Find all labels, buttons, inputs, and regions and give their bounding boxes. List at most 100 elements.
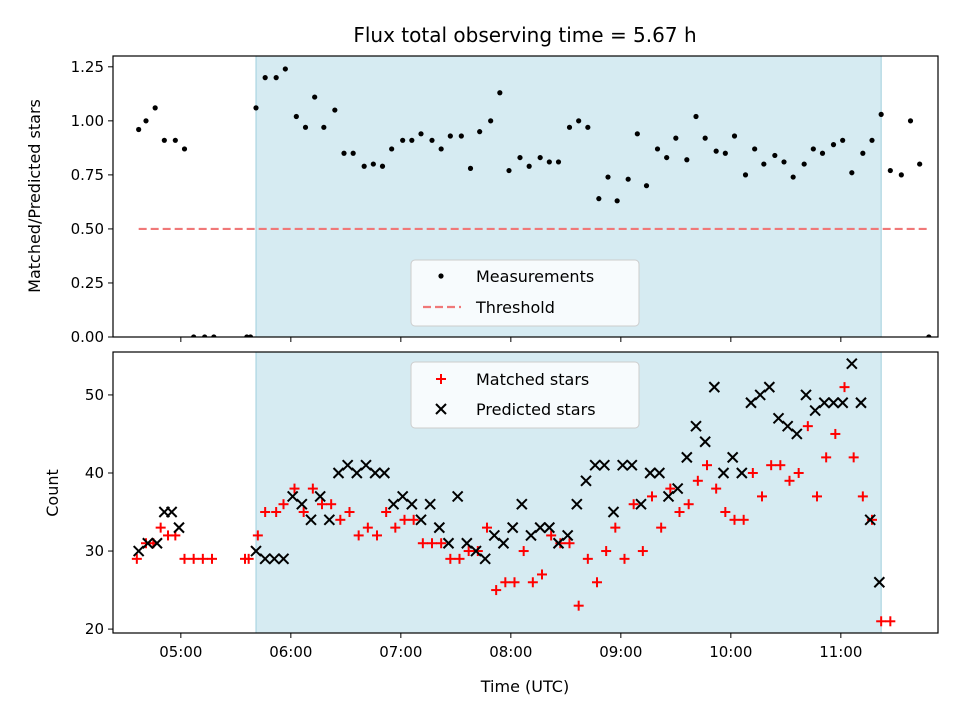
measurement-point bbox=[161, 137, 167, 143]
predicted-star-point bbox=[745, 397, 757, 409]
chart-title: Flux total observing time = 5.67 h bbox=[353, 23, 696, 47]
measurement-point bbox=[849, 170, 855, 176]
count-panel-frame bbox=[112, 351, 939, 634]
measurement-point bbox=[673, 135, 679, 141]
matched-star-point bbox=[839, 382, 850, 393]
matched-star-point bbox=[592, 577, 602, 588]
matched-star-point bbox=[610, 522, 621, 533]
matched-star-point bbox=[573, 600, 584, 611]
matched-star-point bbox=[436, 538, 447, 549]
measurement-point bbox=[840, 137, 846, 143]
measurement-point bbox=[643, 183, 650, 189]
measurement-point bbox=[389, 146, 395, 152]
predicted-star-point bbox=[497, 537, 510, 549]
predicted-star-point bbox=[250, 545, 262, 557]
predicted-star-point bbox=[607, 506, 620, 518]
measurement-point bbox=[546, 159, 552, 165]
measurement-point bbox=[537, 154, 543, 161]
measurement-point bbox=[761, 161, 767, 167]
matched-star-point bbox=[518, 546, 529, 557]
x-axis-label: Time (UTC) bbox=[480, 677, 569, 696]
predicted-star-point bbox=[396, 490, 409, 503]
measurement-point bbox=[400, 137, 406, 143]
measurement-point bbox=[293, 113, 299, 120]
measurement-point bbox=[917, 161, 923, 167]
measurement-point bbox=[654, 146, 661, 152]
predicted-star-point bbox=[671, 482, 684, 495]
matched-star-point bbox=[289, 483, 300, 494]
matched-star-point bbox=[445, 553, 456, 564]
predicted-star-point bbox=[332, 467, 345, 479]
matched-star-point bbox=[472, 546, 483, 557]
measurement-point bbox=[605, 174, 611, 180]
predicted-star-point bbox=[132, 545, 145, 557]
matched-star-point bbox=[867, 514, 877, 525]
predicted-star-point bbox=[552, 537, 565, 549]
count-xtick-label: 10:00 bbox=[709, 643, 752, 661]
measurement-point bbox=[152, 105, 158, 111]
measurement-point bbox=[819, 150, 826, 156]
measurement-point bbox=[585, 124, 591, 130]
predicted-star-point bbox=[442, 537, 455, 549]
measurement-point bbox=[702, 135, 708, 141]
matched-star-point bbox=[417, 538, 428, 549]
predicted-star-point bbox=[580, 475, 592, 487]
matched-star-point bbox=[683, 499, 694, 510]
predicted-star-point bbox=[525, 529, 537, 542]
count-xtick-label: 09:00 bbox=[599, 643, 642, 661]
matched-star-point bbox=[885, 616, 896, 627]
matched-star-point bbox=[637, 546, 648, 557]
measurement-point bbox=[566, 124, 573, 130]
measurement-point bbox=[907, 118, 914, 124]
measurement-point bbox=[576, 118, 582, 124]
matched-star-point bbox=[298, 507, 309, 518]
matched-star-point bbox=[619, 553, 630, 564]
predicted-star-point bbox=[708, 381, 721, 393]
matched-star-point bbox=[326, 499, 337, 510]
matched-star-point bbox=[372, 530, 382, 541]
count-xtick-label: 06:00 bbox=[269, 643, 312, 661]
ratio-legend-box bbox=[410, 259, 640, 327]
ratio-legend: Measurements Threshold bbox=[410, 259, 640, 327]
matched-star-point bbox=[702, 460, 712, 471]
matched-star-point bbox=[188, 553, 199, 564]
matched-star-point bbox=[307, 483, 318, 494]
predicted-star-point bbox=[387, 498, 400, 510]
measurement-point bbox=[722, 150, 728, 156]
matched-star-point bbox=[564, 538, 575, 549]
legend-matched-label: Matched stars bbox=[476, 370, 589, 389]
count-ytick-label: 50 bbox=[85, 386, 104, 404]
predicted-star-point bbox=[589, 459, 601, 471]
measurement-point bbox=[143, 118, 149, 124]
predicted-star-point bbox=[415, 514, 427, 526]
predicted-star-point bbox=[717, 467, 730, 479]
matched-star-point bbox=[353, 530, 364, 541]
predicted-star-point bbox=[433, 521, 446, 534]
predicted-star-point bbox=[151, 537, 163, 549]
matched-star-point bbox=[527, 577, 538, 588]
predicted-star-point bbox=[369, 467, 381, 479]
matched-star-point bbox=[757, 491, 767, 502]
matched-star-point bbox=[692, 475, 703, 486]
predicted-star-point bbox=[534, 521, 546, 534]
legend-predicted-label: Predicted stars bbox=[476, 400, 596, 419]
predicted-star-point bbox=[406, 498, 418, 510]
matched-star-point bbox=[555, 538, 566, 549]
predicted-star-point bbox=[360, 459, 372, 471]
predicted-star-point bbox=[479, 553, 491, 565]
matched-star-point bbox=[720, 507, 731, 518]
measurement-point bbox=[625, 176, 631, 182]
predicted-star-point bbox=[653, 467, 666, 479]
matched-star-point bbox=[252, 530, 263, 541]
matched-star-point bbox=[482, 522, 492, 533]
matched-star-point bbox=[802, 421, 813, 432]
count-xtick-label: 05:00 bbox=[159, 643, 202, 661]
measurement-point bbox=[191, 334, 197, 337]
measurement-point bbox=[810, 146, 816, 152]
ratio-ytick-label: 1.25 bbox=[71, 58, 104, 76]
predicted-star-point bbox=[781, 420, 794, 432]
count-ytick-label: 30 bbox=[85, 542, 104, 560]
matched-star-point bbox=[335, 514, 346, 525]
ratio-panel-frame bbox=[112, 55, 939, 338]
predicted-star-point bbox=[635, 498, 647, 510]
